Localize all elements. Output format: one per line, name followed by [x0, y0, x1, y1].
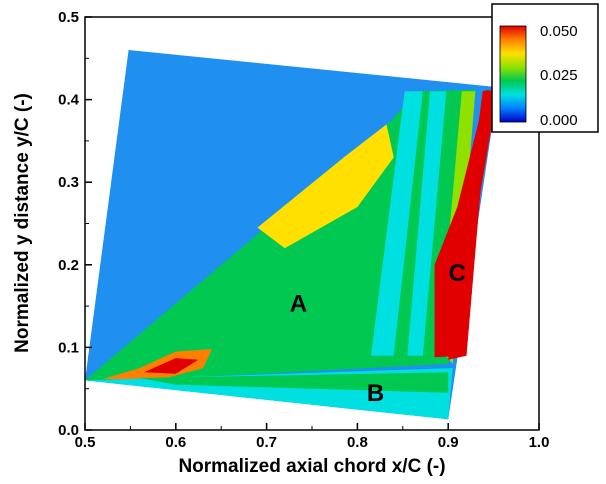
region-label-c: C: [449, 260, 466, 287]
axis-ticks: 0.5 0.6 0.7 0.8 0.9 1.0 0.0 0.1 0.2 0.3 0.4 0.5: [58, 9, 549, 451]
colorbar-label-mid: 0.025: [540, 67, 578, 84]
y-axis-title: Normalized y distance y/C (-): [12, 93, 33, 353]
field-cyan-streak-1: [371, 91, 423, 356]
y-tick-label: 0.1: [58, 339, 79, 356]
y-tick-label: 0.5: [58, 9, 79, 26]
y-tick-label: 0.4: [58, 92, 80, 109]
x-tick-label: 0.5: [75, 434, 96, 451]
x-tick-label: 0.8: [347, 434, 368, 451]
region-labels: A B C: [290, 260, 466, 407]
y-tick-label: 0.3: [58, 174, 79, 191]
x-tick-label: 0.7: [256, 434, 277, 451]
contour-field: [85, 50, 499, 420]
x-tick-label: 0.9: [438, 434, 459, 451]
x-tick-label: 1.0: [529, 434, 550, 451]
colorbar-legend: 0.050 0.025 0.000: [491, 3, 599, 133]
field-wake-tip: [144, 358, 199, 374]
region-label-a: A: [290, 291, 307, 318]
region-label-b: B: [367, 380, 384, 407]
y-tick-label: 0.2: [58, 257, 79, 274]
colorbar-label-max: 0.050: [540, 23, 578, 40]
field-inner-band: [139, 372, 449, 393]
field-upper-hot-band: [257, 124, 394, 249]
field-red-region-body: [434, 89, 490, 358]
field-wake-core: [103, 349, 213, 381]
x-axis-title: Normalized axial chord x/C (-): [178, 456, 445, 477]
colorbar-gradient: [499, 25, 527, 123]
x-tick-label: 0.6: [165, 434, 186, 451]
field-cyan-streak-2: [407, 91, 447, 356]
colorbar-label-min: 0.000: [540, 112, 578, 129]
y-tick-label: 0.0: [58, 422, 79, 439]
